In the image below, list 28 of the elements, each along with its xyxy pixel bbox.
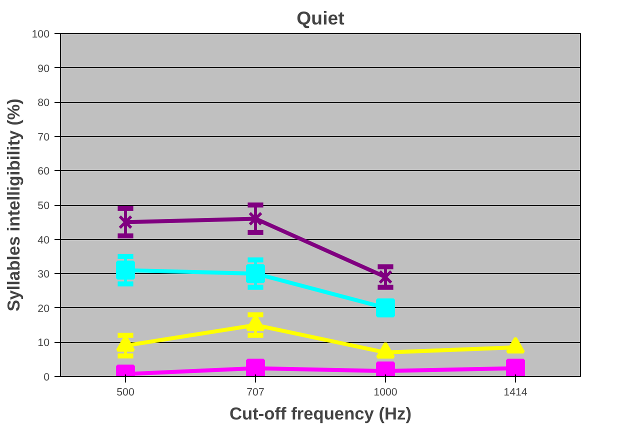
y-tick-label: 90 (38, 62, 50, 75)
y-tick-label: 60 (38, 166, 50, 178)
point (506, 358, 525, 376)
x-tick-label: 707 (246, 386, 264, 398)
y-tick-label: 80 (38, 97, 50, 110)
x-tick-label: 500 (116, 386, 134, 398)
y-tick-label: 10 (38, 337, 50, 350)
point (248, 212, 263, 226)
point (506, 336, 525, 354)
x-axis-title: Cut-off frequency (Hz) (230, 404, 412, 424)
x-tick-label: 1000 (374, 386, 398, 398)
y-tick-label: 20 (38, 302, 50, 315)
point (116, 260, 135, 280)
y-axis-title: Syllables intelligibility (%) (4, 98, 24, 312)
y-tick-label: 50 (38, 200, 50, 212)
x-tick-label: 1414 (504, 386, 528, 398)
point (376, 342, 395, 359)
y-tick-label: 30 (38, 268, 50, 281)
y-tick-label: 40 (38, 234, 50, 246)
point (378, 270, 393, 284)
y-tick-label: 70 (38, 131, 50, 144)
y-tick-label: 0 (44, 372, 50, 384)
point (246, 264, 265, 284)
chart-title: Quiet (296, 8, 344, 28)
y-tick-label: 100 (32, 28, 50, 40)
point (118, 214, 133, 230)
point (376, 298, 395, 318)
point (246, 358, 265, 376)
